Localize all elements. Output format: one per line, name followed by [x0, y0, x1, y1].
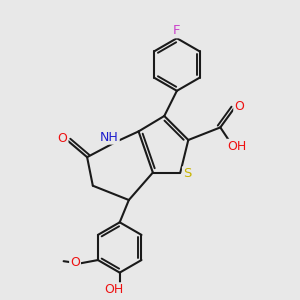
Text: S: S: [183, 167, 191, 180]
Text: NH: NH: [100, 130, 119, 144]
Text: OH: OH: [227, 140, 247, 153]
Text: O: O: [58, 132, 68, 145]
Text: OH: OH: [104, 283, 124, 296]
Text: F: F: [173, 24, 181, 37]
Text: O: O: [234, 100, 244, 113]
Text: O: O: [70, 256, 80, 269]
